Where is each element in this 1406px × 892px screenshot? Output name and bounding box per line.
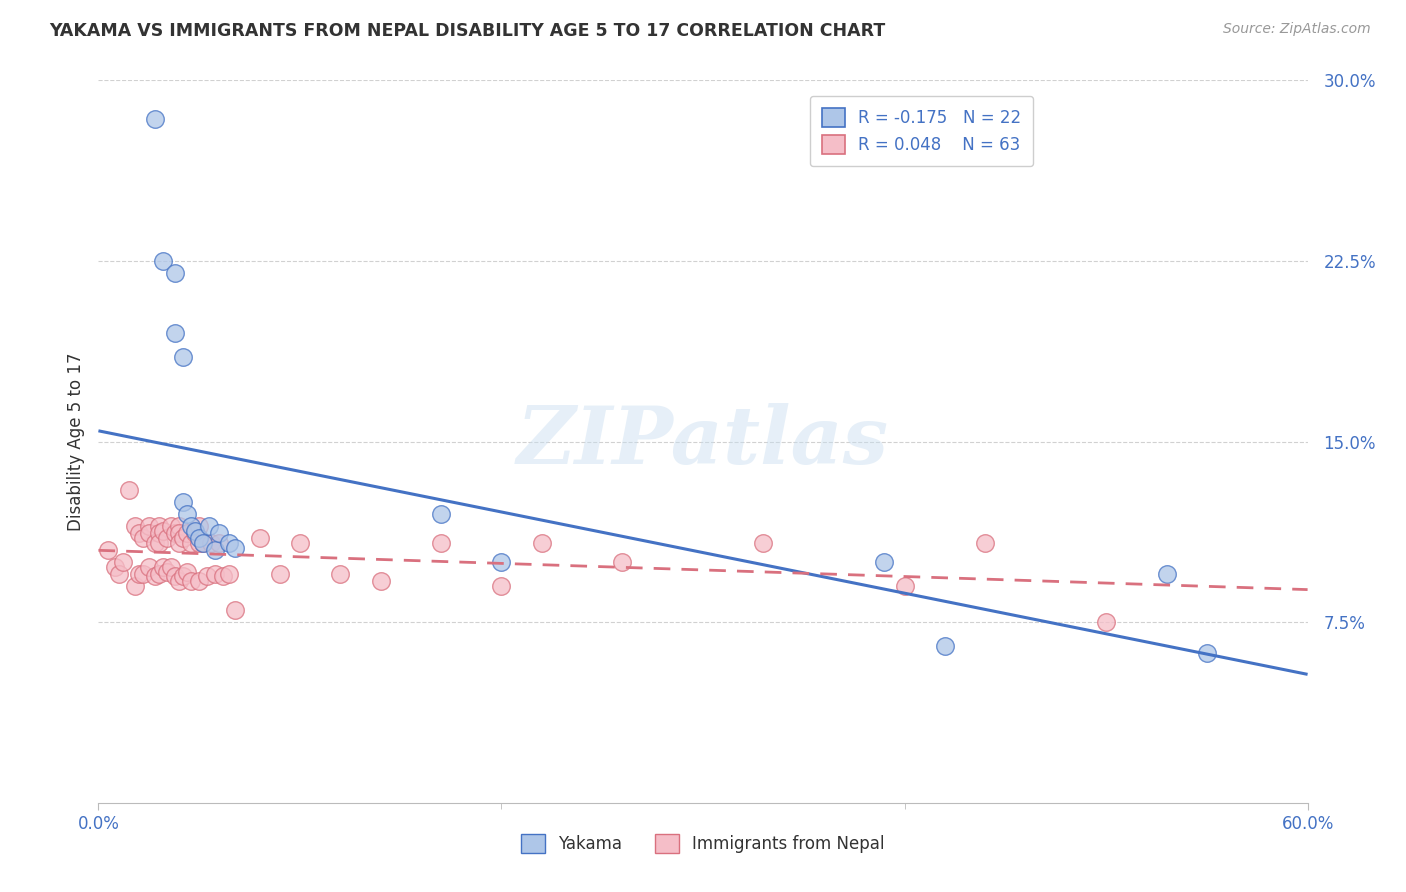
Point: [224, 603, 246, 617]
Point: [163, 326, 186, 340]
Point: [128, 567, 150, 582]
Point: [204, 542, 226, 557]
Point: [198, 518, 221, 533]
Point: [204, 567, 226, 582]
Point: [124, 518, 146, 533]
Point: [430, 507, 453, 521]
Point: [208, 535, 231, 549]
Point: [188, 535, 211, 549]
Point: [132, 531, 155, 545]
Point: [934, 639, 956, 653]
Point: [160, 518, 183, 533]
Point: [188, 574, 211, 589]
Point: [138, 559, 160, 574]
Point: [1195, 647, 1218, 661]
Point: [172, 569, 194, 583]
Point: [974, 535, 997, 549]
Point: [172, 531, 194, 545]
Point: [218, 535, 240, 549]
Point: [193, 535, 215, 549]
Point: [152, 253, 174, 268]
Point: [1095, 615, 1118, 630]
Point: [128, 526, 150, 541]
Point: [200, 535, 222, 549]
Point: [491, 579, 513, 593]
Point: [132, 567, 155, 582]
Text: YAKAMA VS IMMIGRANTS FROM NEPAL DISABILITY AGE 5 TO 17 CORRELATION CHART: YAKAMA VS IMMIGRANTS FROM NEPAL DISABILI…: [49, 22, 886, 40]
Point: [148, 535, 170, 549]
Point: [148, 567, 170, 582]
Point: [163, 569, 186, 583]
Point: [180, 535, 202, 549]
Point: [612, 555, 634, 569]
Point: [193, 535, 215, 549]
Point: [124, 579, 146, 593]
Point: [143, 112, 166, 126]
Point: [107, 567, 129, 582]
Point: [530, 535, 553, 549]
Point: [156, 565, 179, 579]
Point: [176, 565, 198, 579]
Point: [172, 350, 194, 364]
Point: [111, 555, 134, 569]
Point: [288, 535, 311, 549]
Point: [172, 494, 194, 508]
Point: [143, 569, 166, 583]
Y-axis label: Disability Age 5 to 17: Disability Age 5 to 17: [66, 352, 84, 531]
Point: [180, 574, 202, 589]
Point: [160, 559, 183, 574]
Point: [118, 483, 141, 497]
Point: [148, 526, 170, 541]
Point: [184, 526, 207, 541]
Point: [167, 535, 190, 549]
Point: [208, 526, 231, 541]
Point: [212, 569, 235, 583]
Point: [176, 526, 198, 541]
Point: [103, 559, 125, 574]
Point: [218, 567, 240, 582]
Point: [180, 518, 202, 533]
Point: [430, 535, 453, 549]
Point: [893, 579, 915, 593]
Point: [249, 531, 271, 545]
Point: [138, 526, 160, 541]
Point: [97, 542, 120, 557]
Point: [195, 569, 218, 583]
Point: [138, 518, 160, 533]
Text: ZIPatlas: ZIPatlas: [517, 403, 889, 480]
Point: [370, 574, 392, 589]
Point: [752, 535, 775, 549]
Point: [152, 524, 174, 538]
Point: [167, 518, 190, 533]
Point: [143, 535, 166, 549]
Point: [163, 266, 186, 280]
Point: [163, 526, 186, 541]
Point: [148, 518, 170, 533]
Point: [491, 555, 513, 569]
Point: [1156, 567, 1178, 582]
Legend: Yakama, Immigrants from Nepal: Yakama, Immigrants from Nepal: [515, 827, 891, 860]
Point: [167, 526, 190, 541]
Point: [873, 555, 896, 569]
Point: [176, 507, 198, 521]
Point: [224, 541, 246, 555]
Text: Source: ZipAtlas.com: Source: ZipAtlas.com: [1223, 22, 1371, 37]
Point: [269, 567, 291, 582]
Point: [188, 531, 211, 545]
Point: [156, 531, 179, 545]
Point: [188, 518, 211, 533]
Point: [167, 574, 190, 589]
Point: [329, 567, 352, 582]
Point: [184, 524, 207, 538]
Point: [152, 559, 174, 574]
